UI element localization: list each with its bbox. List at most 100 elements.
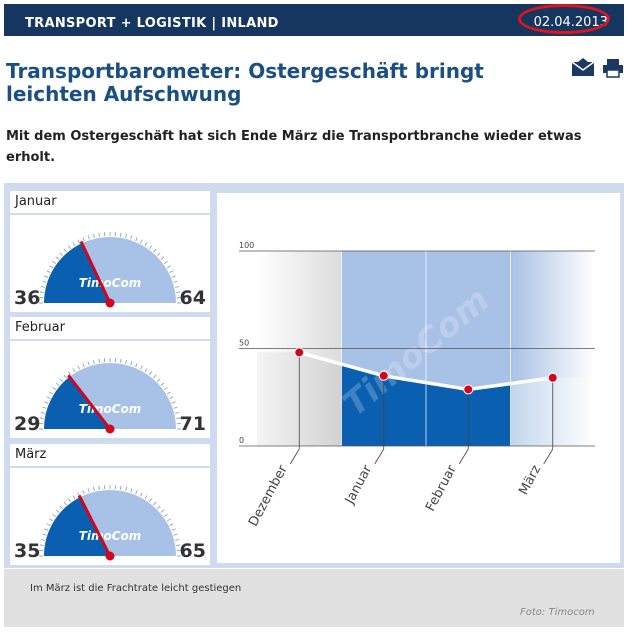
gauge-left-value: 35 [14,540,40,562]
chart-label-leader [458,448,469,465]
gauge-tick [135,363,138,368]
gauge-tick [139,365,143,370]
gauge-tick [119,485,122,490]
gauge-tick [82,237,85,242]
gauge-tick [42,406,47,409]
printer-icon[interactable] [602,58,624,78]
photo-credit: Foto: Timocom [520,607,595,618]
gauge-tick [160,256,165,260]
gauge-tick [46,523,51,527]
gauge-tick [46,270,51,274]
gauge-tick [52,513,57,518]
gauge-tick [59,252,63,256]
gauge-tick [42,280,47,283]
gauge-tick [55,382,60,386]
chart-label-leader [543,448,554,465]
gauge-january: TimoCom 36 64 [10,215,210,312]
chart-x-tick-label: Dezember [246,462,291,529]
gauge-right-value: 64 [180,287,206,309]
chart-data-point [294,347,305,358]
gauge-tick [87,235,90,240]
gauge-tick [163,260,168,265]
gauge-hub [105,424,115,434]
chart-y-tick-label: 100 [239,241,254,250]
gauge-brand-logo: TimoCom [79,276,142,290]
gauge-tick [130,488,133,493]
gauge-tick [157,378,161,382]
gauge-month-label: Januar [10,191,210,213]
gauge-tick [171,401,176,404]
gauge-tick [148,498,153,503]
gauge-left-sector [44,497,110,556]
gauge-tick [72,495,76,500]
gauge-tick [119,232,122,237]
gauge-tick [169,523,174,527]
gauge-tick [173,406,178,409]
gauge-tick [67,245,72,250]
gauge-tick [77,239,81,244]
gauge-tick [92,486,95,491]
gauge-tick [44,528,49,531]
gauge-tick [135,237,138,242]
gauge-tick [77,365,81,370]
gauge-tick [49,391,54,395]
gauge-tick [52,260,57,265]
gauge-tick [46,396,51,400]
gauge-tick [72,368,76,373]
chart-x-tick-label: Februar [423,462,460,514]
chart-label-leader [374,448,385,465]
gauge-right-value: 65 [180,540,206,562]
gauge-tick [52,386,57,391]
gauge-tick [49,518,54,522]
chart-x-tick-label: Januar [342,462,376,507]
gauge-tick [98,485,101,490]
gauge-tick [55,509,60,513]
chart-data-point [463,384,474,395]
gauge-tick [160,382,165,386]
chart-label-leader [289,448,300,465]
gauge-tick [166,518,171,522]
article-intro: Mit dem Ostergeschäft hat sich Ende März… [6,129,582,165]
gauge-tick [39,291,44,294]
gauge-tick [63,374,67,379]
gauge-tick [171,528,176,531]
gauge-brand-logo: TimoCom [79,402,142,416]
envelope-icon[interactable] [571,58,595,78]
rate-chart: TimoCom 0 50 100 Dezember Januar Februar März [217,193,620,563]
chart-series-line [298,350,553,392]
section-breadcrumb[interactable]: TRANSPORT + LOGISTIK | INLAND [25,16,279,31]
gauge-tick [59,378,63,382]
gauge-tick [135,490,138,495]
gauge-hub [105,298,115,308]
gauge-tick [63,248,67,253]
gauge-tick [44,401,49,404]
gauge-tick [42,533,47,536]
chart-y-tick-label: 50 [239,339,249,348]
gauge-tick [125,486,128,491]
gauge-needle [77,494,112,557]
gauge-tick [163,513,168,518]
gauge-tick [82,363,85,368]
gauge-tick [59,505,63,509]
gauge-tick [175,285,180,288]
gauge-tick [169,396,174,400]
gauge-tick [67,371,72,376]
gauge-tick [40,411,45,414]
article-title: Transportbarometer: Ostergeschäft bringt… [6,59,484,106]
gauge-left-value: 29 [14,413,40,435]
gauge-tick [87,361,90,366]
gauge-tick [39,544,44,547]
gauge-tick [72,242,76,247]
gauge-tick [166,265,171,269]
gauge-month-label: März [10,444,210,466]
date-highlight-circle [518,4,610,34]
gauge-tick [153,248,157,253]
gauge-tick [40,285,45,288]
gauge-tick [173,280,178,283]
gauge-month-label: Februar [10,317,210,339]
gauge-tick [176,417,181,420]
gauge-tick [40,538,45,541]
gauge-tick [160,509,165,513]
gauge-tick [166,391,171,395]
gauge-tick [148,245,153,250]
